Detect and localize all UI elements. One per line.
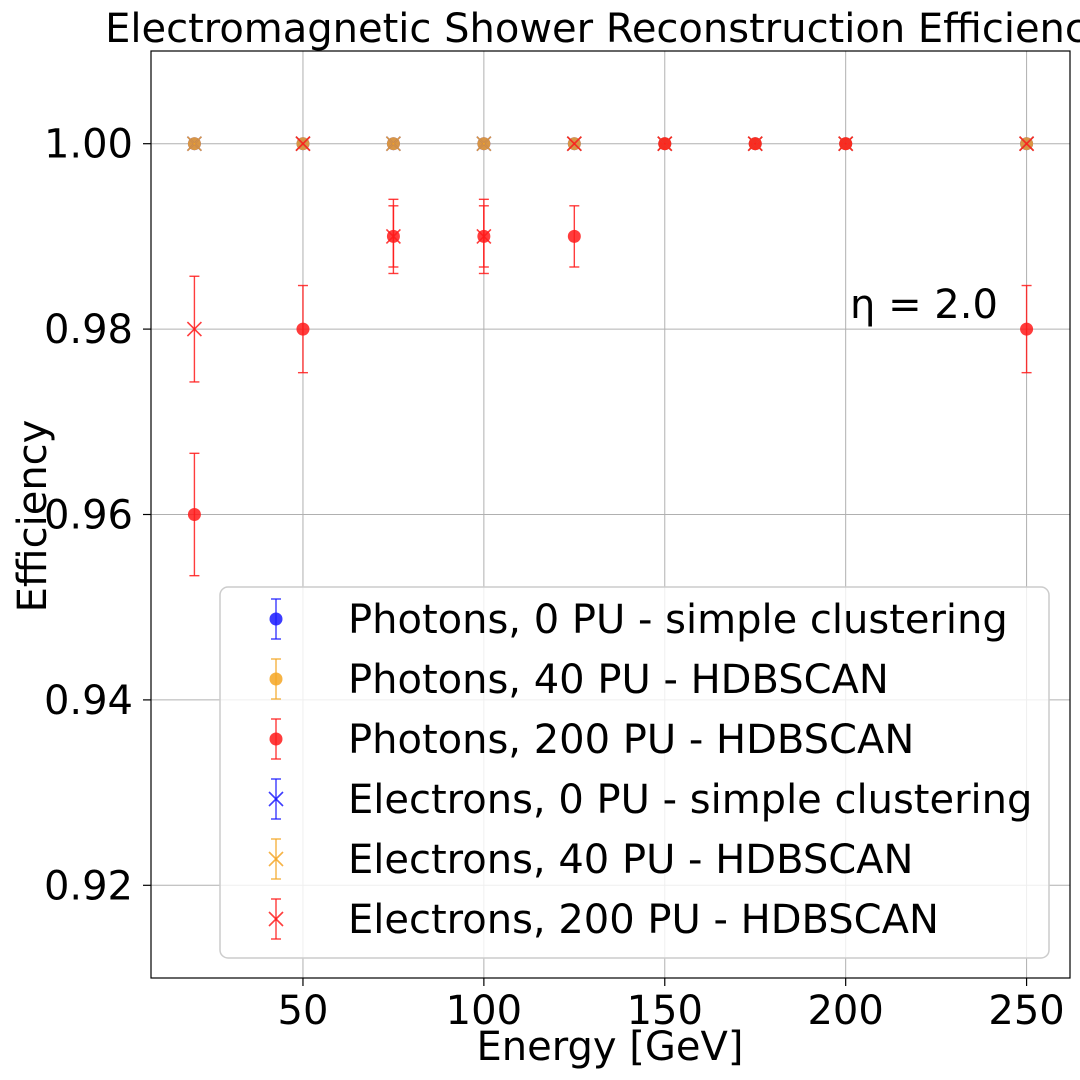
series-2 [187,137,1034,577]
marker-x-stroke [657,136,673,152]
data-point [476,228,492,244]
data-marks [186,136,1035,577]
y-tick-label: 0.96 [44,493,133,539]
series-5 [186,136,1035,383]
legend-label: Photons, 40 PU - HDBSCAN [348,657,889,703]
x-tick-label: 250 [988,988,1064,1034]
data-point [385,228,401,244]
legend-marker [269,612,283,626]
legend-item: Electrons, 40 PU - HDBSCAN [268,837,913,883]
data-point [186,136,202,152]
data-point [476,136,492,152]
y-axis-label: Efficiency [10,420,56,613]
legend-label: Photons, 200 PU - HDBSCAN [348,717,914,763]
marker-x-stroke [268,851,284,867]
plot-frame [150,50,1071,979]
legend-marker [269,732,283,746]
data-point [385,136,401,152]
legend-label: Electrons, 0 PU - simple clustering [348,777,1032,823]
legend-item: Electrons, 200 PU - HDBSCAN [268,897,939,943]
legend-items: Photons, 0 PU - simple clustering Photons… [268,597,1032,943]
marker-x-stroke [268,791,284,807]
data-point [838,136,854,152]
marker-x-stroke [186,136,202,152]
x-tick-label: 150 [627,988,703,1034]
marker-x-stroke [747,136,763,152]
data-point [295,136,311,152]
y-tick-label: 1.00 [44,122,133,168]
data-point [1019,136,1035,152]
data-point [566,136,582,152]
y-tick-label: 0.92 [44,863,133,909]
legend-box [219,586,1050,959]
axes: 50 100 150 200 250 0.92 0.94 0.96 0.98 1.00 [44,50,1071,1034]
marker-x-stroke [1019,136,1035,152]
marker-x-stroke [268,911,284,927]
legend-marker [269,672,283,686]
legend-item: Photons, 40 PU - HDBSCAN [269,657,889,703]
legend-item: Electrons, 0 PU - simple clustering [268,777,1032,823]
legend-label: Photons, 0 PU - simple clustering [348,597,1008,643]
data-point [186,321,202,337]
x-tick-label: 100 [446,988,522,1034]
marker-x-stroke [476,228,492,244]
marker-x-stroke [385,228,401,244]
marker-x-stroke [476,136,492,152]
chart-title: Electromagnetic Shower Reconstruction Ef… [105,6,1080,52]
legend: Photons, 0 PU - simple clustering Photons… [219,586,1050,959]
legend-item: Photons, 0 PU - simple clustering [269,597,1008,643]
x-tick-label: 50 [278,988,329,1034]
marker-x-stroke [566,136,582,152]
legend-marker [268,911,284,927]
legend-label: Electrons, 200 PU - HDBSCAN [348,897,939,943]
data-point [1020,322,1034,336]
data-point [657,136,673,152]
legend-item: Photons, 200 PU - HDBSCAN [269,717,914,763]
data-point [296,322,310,336]
data-point [747,136,763,152]
marker-x-stroke [838,136,854,152]
legend-marker [268,851,284,867]
x-axis-label: Energy [GeV] [477,1024,744,1070]
legend-label: Electrons, 40 PU - HDBSCAN [348,837,913,883]
legend-marker [268,791,284,807]
data-point [187,508,201,521]
y-tick-label: 0.94 [44,678,133,724]
marker-x-stroke [385,136,401,152]
marker-x-stroke [295,136,311,152]
x-tick-label: 200 [807,988,883,1034]
marker-x-stroke [186,321,202,337]
eta-annotation: η = 2.0 [850,282,998,328]
data-point [567,229,581,243]
y-tick-label: 0.98 [44,307,133,353]
